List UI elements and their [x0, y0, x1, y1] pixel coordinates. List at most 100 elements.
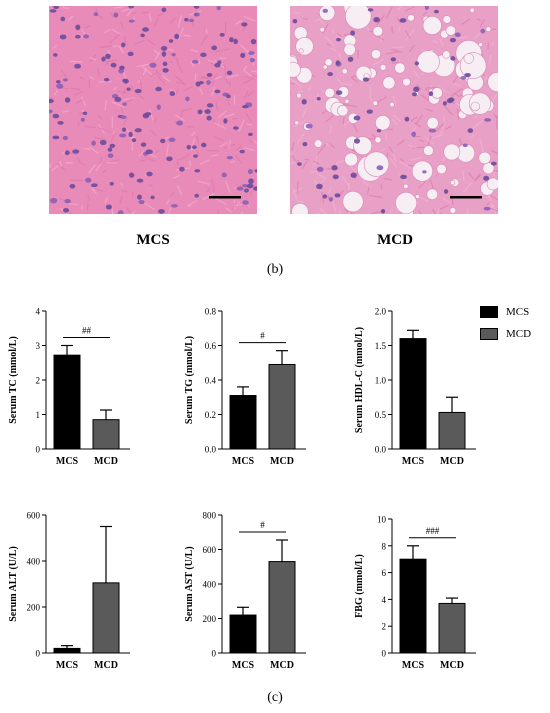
y-tick-label: 10: [377, 515, 387, 525]
cell-nucleus: [219, 32, 225, 37]
tissue-fiber: [131, 191, 134, 197]
tissue-fiber: [462, 170, 465, 182]
tissue-fiber: [182, 34, 192, 37]
tissue-fiber: [336, 32, 343, 38]
lipid-droplet: [290, 61, 301, 78]
tissue-fiber: [454, 92, 461, 98]
tissue-fiber: [111, 101, 125, 108]
tissue-fiber: [77, 121, 80, 127]
tissue-fiber: [342, 103, 357, 108]
tissue-fiber: [103, 28, 111, 34]
lipid-droplet: [469, 7, 475, 13]
bar-mcs: [53, 354, 81, 450]
cell-nucleus: [62, 135, 69, 141]
cell-nucleus: [316, 166, 324, 172]
lipid-droplet: [372, 100, 378, 106]
lipid-droplet: [313, 139, 323, 148]
cell-nucleus: [367, 8, 374, 12]
tissue-fiber: [207, 59, 218, 65]
tissue-fiber: [197, 180, 211, 186]
cell-nucleus: [316, 183, 323, 190]
x-tick-label: MCS: [56, 456, 79, 467]
tissue-fiber: [199, 77, 211, 80]
y-axis-label: Serum TG (mmol/L): [184, 336, 195, 424]
cell-nucleus: [64, 97, 71, 103]
tissue-fiber: [181, 107, 193, 112]
tissue-fiber: [474, 174, 482, 182]
tissue-fiber: [491, 93, 498, 102]
tissue-fiber: [297, 181, 299, 194]
tissue-fiber: [476, 18, 482, 22]
cell-nucleus: [242, 104, 249, 109]
tissue-fiber: [374, 96, 387, 105]
lipid-droplet: [379, 64, 387, 71]
lipid-droplet: [294, 120, 300, 126]
cell-nucleus: [105, 204, 113, 210]
tissue-fiber: [238, 119, 245, 132]
cell-nucleus: [226, 70, 233, 76]
tissue-fiber: [196, 135, 200, 146]
tissue-fiber: [200, 75, 212, 80]
legend-item-mcs: MCS: [480, 303, 531, 321]
tissue-fiber: [177, 185, 183, 196]
lipid-droplet: [445, 25, 456, 36]
cell-nucleus: [72, 149, 80, 154]
tissue-fiber: [196, 149, 199, 157]
tissue-fiber: [153, 17, 160, 27]
tissue-fiber: [418, 210, 428, 214]
tissue-fiber: [104, 196, 109, 203]
tissue-fiber: [450, 87, 463, 97]
tissue-fiber: [205, 28, 208, 35]
cell-nucleus: [128, 19, 135, 23]
tissue-fiber: [229, 81, 231, 87]
legend-label-mcd: MCD: [506, 328, 532, 340]
tissue-fiber: [325, 114, 335, 123]
cell-nucleus: [155, 86, 162, 92]
tissue-fiber: [416, 84, 422, 90]
bar-mcd: [438, 602, 466, 654]
tissue-fiber: [488, 55, 492, 66]
y-tick-label: 600: [203, 545, 217, 555]
cell-nucleus: [250, 39, 257, 45]
tissue-fiber: [479, 139, 484, 153]
lipid-droplet: [375, 115, 391, 131]
cell-nucleus: [353, 138, 361, 144]
y-tick-label: 0.2: [205, 410, 216, 420]
tissue-fiber: [121, 8, 129, 13]
tissue-fiber: [97, 115, 103, 120]
cell-nucleus: [195, 12, 200, 17]
tissue-fiber: [240, 44, 251, 55]
tissue-fiber: [488, 207, 498, 213]
tissue-fiber: [342, 82, 353, 86]
cell-nucleus: [322, 8, 329, 13]
tissue-fiber: [309, 212, 320, 214]
chart-3: 0.0 0.5 1.0 1.5 2.0 Serum HDL-C (mmol/L) MCS MC…: [354, 307, 476, 467]
cell-nucleus: [169, 91, 176, 97]
lipid-droplet: [298, 48, 304, 54]
tissue-fiber: [329, 142, 335, 149]
lipid-droplet: [371, 49, 382, 60]
micrograph-mcd: [290, 6, 498, 214]
cell-nucleus: [185, 96, 190, 102]
tissue-fiber: [111, 116, 113, 128]
cell-nucleus: [233, 126, 239, 130]
tissue-fiber: [79, 76, 84, 80]
cell-nucleus: [422, 170, 427, 174]
tissue-fiber: [391, 118, 398, 126]
tissue-fiber: [409, 44, 415, 52]
tissue-fiber: [243, 15, 256, 22]
tissue-fiber: [290, 91, 291, 97]
y-tick-label: 1.0: [375, 376, 387, 386]
cell-nucleus: [467, 128, 474, 133]
cell-nucleus: [236, 186, 244, 191]
tissue-fiber: [95, 163, 102, 172]
cell-nucleus: [171, 52, 176, 57]
lipid-droplet: [336, 104, 349, 117]
tissue-fiber: [490, 149, 498, 155]
tissue-fiber: [165, 144, 169, 156]
panel-c-label: (c): [267, 690, 283, 705]
bar-mcs: [399, 558, 427, 654]
cell-nucleus: [107, 153, 114, 158]
cell-nucleus: [380, 208, 386, 214]
cell-nucleus: [483, 206, 491, 211]
